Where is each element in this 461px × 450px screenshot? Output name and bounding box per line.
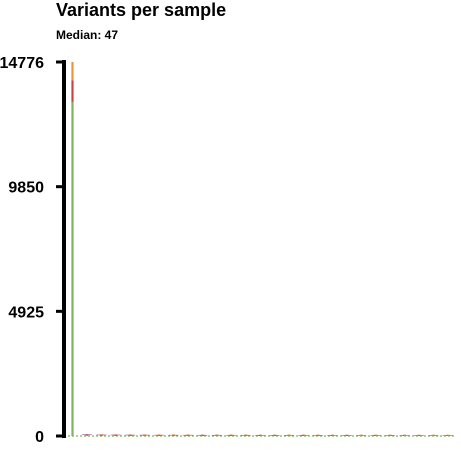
bar-segment (431, 434, 435, 436)
bar-segment (312, 435, 323, 436)
bar-segment (186, 435, 190, 436)
bar-segment (359, 434, 363, 436)
y-tick-label: 14776 (0, 55, 44, 72)
bar-segment (157, 435, 161, 436)
bar-segment (215, 434, 219, 436)
bar-segment (211, 434, 222, 436)
bar-segment (186, 434, 190, 435)
bar-segment (345, 434, 349, 436)
bar-segment (402, 434, 406, 436)
bar-segment (240, 434, 251, 436)
bar-segment (114, 435, 118, 436)
bar-segment (85, 435, 89, 436)
bar-segment (442, 435, 453, 436)
bar-segment (327, 435, 338, 436)
bar-segment (128, 434, 132, 435)
bar-segment (244, 434, 248, 436)
bar-segment (99, 434, 103, 435)
bar-segment (330, 434, 334, 436)
bar-segment (139, 434, 150, 436)
bar-segment (85, 434, 89, 435)
bar-segment (374, 434, 378, 436)
bar-segment (298, 435, 309, 436)
chart-subtitle: Median: 47 (56, 28, 119, 42)
bar-segment (385, 435, 396, 436)
bar-segment (258, 434, 262, 436)
bar-segment (413, 435, 424, 436)
y-tick-label: 4925 (8, 304, 44, 321)
bar-segment (273, 434, 277, 436)
bar-segment (96, 434, 107, 436)
bar-segment (316, 434, 320, 436)
bar-segment (168, 434, 179, 436)
bar-segment (301, 434, 305, 436)
bar-segment (114, 434, 118, 435)
bar-segment (200, 434, 204, 436)
bar-segment (172, 434, 176, 435)
bar-segment (229, 434, 233, 436)
bar-segment (370, 435, 381, 436)
bar-segment (446, 434, 450, 436)
bar-segment (71, 80, 74, 102)
bar-segment (154, 434, 165, 436)
bar-segment (200, 435, 204, 436)
bar-segment (143, 434, 147, 435)
y-axis: 0 4925 9850 14776 (0, 55, 66, 446)
bar-segment (226, 434, 237, 436)
chart-title: Variants per sample (56, 0, 227, 20)
bar-segment (341, 435, 352, 436)
bar-segment (71, 62, 74, 81)
bar-segment (125, 434, 136, 436)
bar-segment (287, 434, 291, 436)
bars-layer (68, 62, 455, 437)
bar-segment (356, 435, 367, 436)
bar-segment (85, 434, 89, 436)
bar-segment (81, 434, 92, 436)
bar-segment (71, 101, 74, 437)
y-tick-label: 0 (35, 429, 44, 446)
bar-segment (269, 435, 280, 436)
bar-segment (388, 434, 392, 436)
bar-segment (255, 434, 266, 436)
bar-segment (110, 434, 121, 436)
bar-segment (197, 434, 208, 436)
bar-segment (182, 434, 193, 436)
y-tick-label: 9850 (8, 180, 44, 197)
bar-segment (284, 435, 295, 436)
bar-segment (128, 435, 132, 436)
bar-segment (417, 434, 421, 436)
bar-segment (157, 434, 161, 435)
